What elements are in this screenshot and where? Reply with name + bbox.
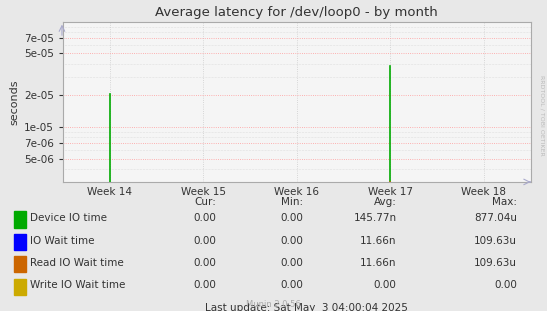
Text: 0.00: 0.00 <box>193 213 216 223</box>
Text: Last update: Sat May  3 04:00:04 2025: Last update: Sat May 3 04:00:04 2025 <box>205 304 408 311</box>
Text: Write IO Wait time: Write IO Wait time <box>30 281 125 290</box>
Text: Device IO time: Device IO time <box>30 213 107 223</box>
Text: 0.00: 0.00 <box>281 281 304 290</box>
Text: 877.04u: 877.04u <box>474 213 517 223</box>
Text: 109.63u: 109.63u <box>474 236 517 246</box>
Text: 0.00: 0.00 <box>193 281 216 290</box>
Text: IO Wait time: IO Wait time <box>30 236 95 246</box>
Title: Average latency for /dev/loop0 - by month: Average latency for /dev/loop0 - by mont… <box>155 6 438 19</box>
Text: 0.00: 0.00 <box>281 213 304 223</box>
Bar <box>14 234 26 250</box>
Text: 109.63u: 109.63u <box>474 258 517 268</box>
Text: Min:: Min: <box>282 197 304 207</box>
Text: 0.00: 0.00 <box>281 236 304 246</box>
Text: 0.00: 0.00 <box>281 258 304 268</box>
Text: Munin 2.0.56: Munin 2.0.56 <box>246 300 301 309</box>
Text: RRDTOOL / TOBI OETIKER: RRDTOOL / TOBI OETIKER <box>539 75 544 156</box>
Text: Avg:: Avg: <box>374 197 397 207</box>
Text: 11.66n: 11.66n <box>360 236 397 246</box>
Text: Max:: Max: <box>492 197 517 207</box>
Bar <box>14 256 26 272</box>
Text: 0.00: 0.00 <box>374 281 397 290</box>
Y-axis label: seconds: seconds <box>10 79 20 125</box>
Text: Cur:: Cur: <box>194 197 216 207</box>
Bar <box>14 211 26 228</box>
Text: 0.00: 0.00 <box>193 236 216 246</box>
Text: 145.77n: 145.77n <box>353 213 397 223</box>
Bar <box>14 279 26 295</box>
Text: Read IO Wait time: Read IO Wait time <box>30 258 124 268</box>
Text: 11.66n: 11.66n <box>360 258 397 268</box>
Text: 0.00: 0.00 <box>193 258 216 268</box>
Text: 0.00: 0.00 <box>494 281 517 290</box>
